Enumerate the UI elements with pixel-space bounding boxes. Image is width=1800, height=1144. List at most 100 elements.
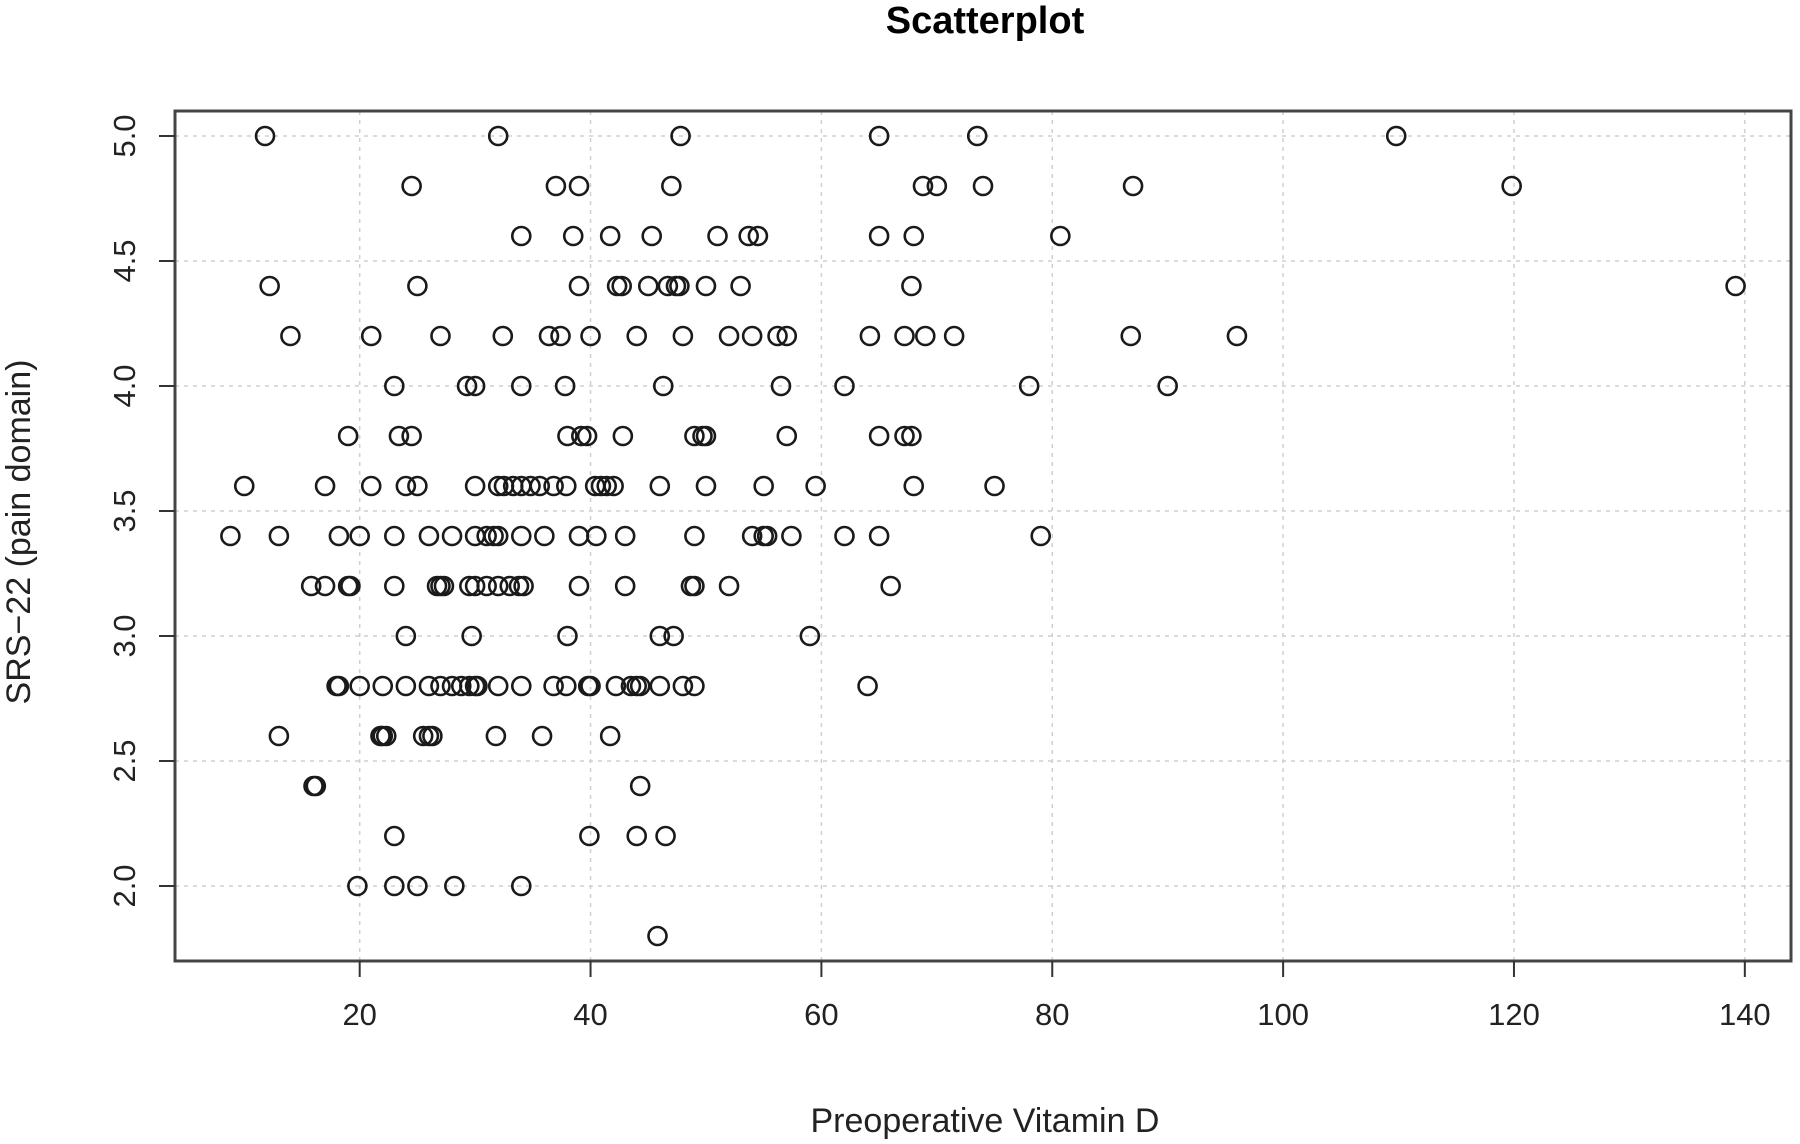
data-point: [605, 675, 627, 697]
data-point: [510, 675, 532, 697]
data-point: [943, 325, 965, 347]
data-point: [926, 175, 948, 197]
data-point: [418, 525, 440, 547]
data-point: [834, 375, 855, 397]
data-point: [347, 875, 368, 897]
data-point: [571, 425, 592, 447]
y-axis-ticks: 2.0 2.5 3.0 3.5 4.0 4.5 5.0: [107, 114, 175, 908]
data-point: [485, 725, 507, 747]
data-point: [534, 525, 555, 547]
data-point: [799, 625, 821, 647]
data-point: [637, 275, 659, 297]
data-point: [868, 525, 890, 547]
x-tick-label: 140: [1719, 997, 1771, 1032]
data-point: [972, 175, 994, 197]
data-point: [568, 275, 590, 297]
data-point: [649, 675, 671, 697]
data-point: [233, 475, 255, 497]
data-point: [464, 475, 486, 497]
data-point: [545, 175, 567, 197]
data-point: [649, 475, 671, 497]
data-point: [684, 575, 705, 597]
data-point: [538, 325, 560, 347]
data-point: [966, 125, 988, 147]
data-point: [487, 525, 509, 547]
data-point: [487, 575, 509, 597]
data-point: [531, 725, 553, 747]
data-point: [513, 575, 534, 597]
data-point: [268, 525, 290, 547]
x-tick-label: 60: [804, 997, 838, 1032]
data-point: [1030, 525, 1052, 547]
data-point: [510, 375, 532, 397]
data-point: [259, 275, 280, 297]
data-point: [753, 475, 774, 497]
data-point: [603, 475, 624, 497]
data-point: [580, 675, 601, 697]
data-point: [767, 325, 788, 347]
data-point: [629, 675, 651, 697]
data-point: [280, 325, 301, 347]
data-points: [220, 125, 1746, 947]
data-point: [868, 225, 890, 247]
data-point: [781, 525, 802, 547]
data-point: [611, 275, 633, 297]
data-point: [730, 275, 751, 297]
data-point: [670, 125, 691, 147]
x-tick-label: 80: [1035, 997, 1069, 1032]
y-tick-label: 5.0: [107, 114, 142, 157]
data-point: [388, 425, 410, 447]
data-point: [550, 325, 571, 347]
data-point: [805, 475, 826, 497]
data-point: [695, 475, 717, 497]
plot-area-frame: [173, 109, 1793, 963]
data-point: [499, 575, 521, 597]
data-point: [1226, 325, 1248, 347]
y-tick-label: 3.5: [107, 489, 142, 532]
data-point: [868, 125, 890, 147]
data-point: [529, 475, 551, 497]
x-tick-label: 120: [1488, 997, 1540, 1032]
data-point: [661, 175, 682, 197]
data-point: [556, 675, 577, 697]
data-point: [476, 525, 497, 547]
data-point: [520, 475, 541, 497]
data-point: [672, 675, 694, 697]
data-point: [626, 325, 648, 347]
data-point: [599, 725, 621, 747]
data-point: [669, 275, 690, 297]
data-point: [401, 175, 422, 197]
data-point: [384, 875, 405, 897]
data-point: [395, 675, 417, 697]
data-point: [384, 575, 405, 597]
data-point: [741, 325, 763, 347]
data-point: [1725, 275, 1746, 297]
y-tick-label: 2.5: [107, 739, 142, 782]
data-point: [568, 175, 590, 197]
data-point: [568, 575, 590, 597]
data-point: [914, 325, 936, 347]
data-point: [384, 825, 405, 847]
data-point: [599, 225, 621, 247]
data-point: [476, 575, 497, 597]
data-point: [467, 675, 488, 697]
data-point: [487, 125, 509, 147]
data-point: [652, 375, 674, 397]
data-point: [741, 525, 763, 547]
data-point: [747, 225, 769, 247]
data-point: [912, 175, 934, 197]
data-point: [695, 425, 717, 447]
data-point: [614, 525, 636, 547]
data-point: [684, 425, 705, 447]
data-point: [657, 275, 679, 297]
data-point: [340, 575, 361, 597]
data-point: [407, 275, 428, 297]
data-point: [492, 325, 514, 347]
data-point: [579, 825, 600, 847]
data-point: [1385, 125, 1407, 147]
data-point: [510, 525, 532, 547]
x-tick-label: 40: [573, 997, 607, 1032]
data-point: [562, 225, 584, 247]
data-point: [901, 275, 922, 297]
data-point: [894, 325, 915, 347]
